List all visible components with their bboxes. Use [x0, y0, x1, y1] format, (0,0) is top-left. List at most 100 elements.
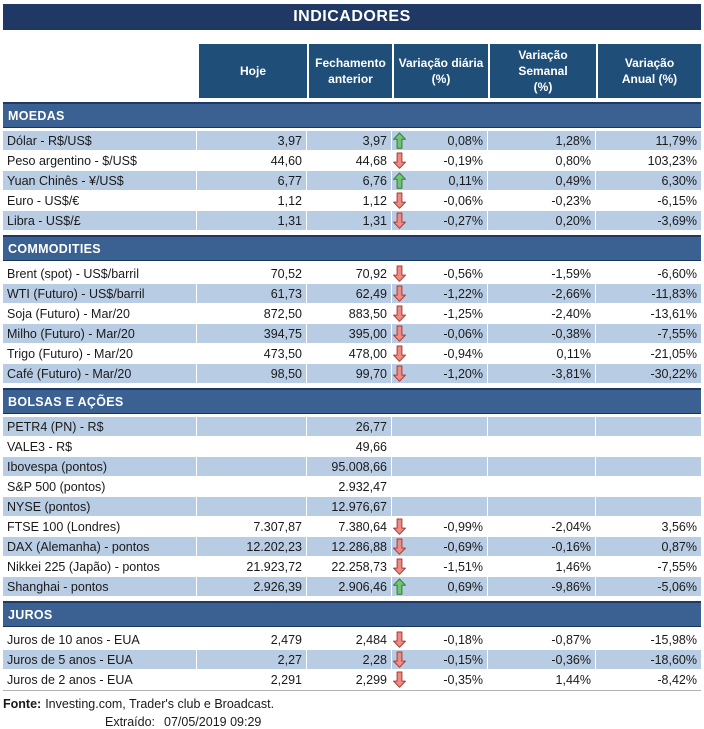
row-label: DAX (Alemanha) - pontos	[3, 537, 197, 556]
row-label-text: NYSE (pontos)	[7, 499, 91, 514]
column-header-row: Hoje Fechamento anterior Variação diária…	[3, 44, 701, 98]
hoje-cell-text: 872,50	[263, 306, 302, 321]
variacao-diaria-value: 0,11%	[448, 173, 483, 188]
variacao-anual-cell-text: -13,61%	[650, 306, 697, 321]
fechamento-cell: 26,77	[307, 417, 392, 436]
fechamento-cell-text: 2.906,46	[338, 579, 387, 594]
variacao-semanal-cell: -0,87%	[488, 630, 596, 649]
source-label: Fonte:	[3, 697, 42, 711]
hoje-cell-text: 98,50	[270, 366, 302, 381]
down-arrow-icon	[393, 325, 406, 342]
row-label: WTI (Futuro) - US$/barril	[3, 284, 197, 303]
down-arrow-icon	[393, 192, 406, 209]
variacao-diaria-value: -0,06%	[443, 326, 483, 341]
column-header-variacao-semanal: Variação Semanal (%)	[488, 44, 596, 98]
fechamento-cell: 22.258,73	[307, 557, 392, 576]
variacao-diaria-cell: -0,06%	[392, 191, 488, 210]
hoje-cell: 473,50	[197, 344, 307, 363]
variacao-anual-cell-text: -6,60%	[657, 266, 697, 281]
variacao-semanal-cell-text: -0,87%	[551, 632, 591, 647]
table-row: Milho (Futuro) - Mar/20 394,75 395,00 -0,06…	[3, 324, 701, 344]
variacao-semanal-cell: -2,40%	[488, 304, 596, 323]
table-row: NYSE (pontos) 12.976,67	[3, 497, 701, 517]
fechamento-cell: 95.008,66	[307, 457, 392, 476]
variacao-anual-cell	[596, 497, 701, 516]
table-row: Yuan Chinês - ¥/US$ 6,77 6,76 0,11% 0,49% 6,3…	[3, 171, 701, 191]
hoje-cell	[197, 477, 307, 496]
row-label: Euro - US$/€	[3, 191, 197, 210]
variacao-anual-cell: -6,60%	[596, 264, 701, 283]
variacao-anual-cell-text: -18,60%	[650, 652, 697, 667]
variacao-anual-cell-text: -30,22%	[650, 366, 697, 381]
variacao-diaria-cell: -0,94%	[392, 344, 488, 363]
hoje-cell: 394,75	[197, 324, 307, 343]
variacao-diaria-cell: 0,11%	[392, 171, 488, 190]
down-arrow-icon	[393, 212, 406, 229]
hoje-cell-text: 6,77	[277, 173, 302, 188]
fechamento-cell: 1,31	[307, 211, 392, 230]
variacao-diaria-cell	[392, 477, 488, 496]
table-row: Juros de 5 anos - EUA 2,27 2,28 -0,15% -0,36…	[3, 650, 701, 670]
variacao-diaria-cell	[392, 437, 488, 456]
fechamento-cell: 99,70	[307, 364, 392, 383]
fechamento-cell: 2,484	[307, 630, 392, 649]
variacao-anual-cell: -11,83%	[596, 284, 701, 303]
row-label: Café (Futuro) - Mar/20	[3, 364, 197, 383]
variacao-anual-cell: 11,79%	[596, 131, 701, 150]
fechamento-cell-text: 395,00	[348, 326, 387, 341]
variacao-anual-cell: -18,60%	[596, 650, 701, 669]
variacao-semanal-cell: -2,66%	[488, 284, 596, 303]
extracted-line: Extraído: 07/05/2019 09:29	[3, 713, 701, 729]
fechamento-cell: 3,97	[307, 131, 392, 150]
row-label: Juros de 10 anos - EUA	[3, 630, 197, 649]
hoje-cell-text: 70,52	[270, 266, 302, 281]
hoje-cell: 872,50	[197, 304, 307, 323]
hoje-cell-text: 1,31	[277, 213, 302, 228]
row-label: Libra - US$/£	[3, 211, 197, 230]
variacao-semanal-cell-text: 1,44%	[555, 672, 591, 687]
extracted-label: Extraído:	[105, 715, 156, 729]
fechamento-cell: 395,00	[307, 324, 392, 343]
fechamento-cell-text: 2,299	[355, 672, 387, 687]
hoje-cell: 1,31	[197, 211, 307, 230]
fechamento-cell: 70,92	[307, 264, 392, 283]
fechamento-cell-text: 478,00	[348, 346, 387, 361]
down-arrow-icon	[393, 265, 406, 282]
footer: Fonte: Investing.com, Trader's club e Bro…	[3, 695, 701, 729]
row-label-text: VALE3 - R$	[7, 439, 73, 454]
variacao-anual-cell: 3,56%	[596, 517, 701, 536]
variacao-semanal-cell-text: -0,36%	[551, 652, 591, 667]
fechamento-cell: 49,66	[307, 437, 392, 456]
down-arrow-icon	[393, 558, 406, 575]
hoje-cell-text: 473,50	[263, 346, 302, 361]
variacao-diaria-value: -0,35%	[443, 672, 483, 687]
fechamento-cell-text: 2,484	[355, 632, 387, 647]
variacao-diaria-value: -0,19%	[443, 153, 483, 168]
variacao-diaria-value: -1,22%	[443, 286, 483, 301]
down-arrow-icon	[393, 671, 406, 688]
hoje-cell-text: 7.307,87	[253, 519, 302, 534]
hoje-cell-text: 12.202,23	[246, 539, 302, 554]
variacao-semanal-cell-text: -0,23%	[551, 193, 591, 208]
section-header-bolsas-e-acoes: BOLSAS E AÇÕES	[3, 388, 701, 414]
table-row: Trigo (Futuro) - Mar/20 473,50 478,00 -0,94…	[3, 344, 701, 364]
row-label-text: Dólar - R$/US$	[7, 133, 92, 148]
variacao-semanal-cell-text: 0,80%	[555, 153, 591, 168]
variacao-anual-cell-text: 3,56%	[661, 519, 697, 534]
hoje-cell: 2.926,39	[197, 577, 307, 596]
table-row: Nikkei 225 (Japão) - pontos 21.923,72 22.2…	[3, 557, 701, 577]
variacao-semanal-cell-text: 0,49%	[555, 173, 591, 188]
variacao-semanal-cell-text: 1,46%	[555, 559, 591, 574]
table-row: Shanghai - pontos 2.926,39 2.906,46 0,69% -9…	[3, 577, 701, 597]
variacao-anual-cell-text: -6,15%	[657, 193, 697, 208]
hoje-cell: 12.202,23	[197, 537, 307, 556]
variacao-diaria-value: -0,18%	[443, 632, 483, 647]
up-arrow-icon	[393, 172, 406, 189]
variacao-diaria-value: -0,27%	[443, 213, 483, 228]
variacao-semanal-cell-text: -0,38%	[551, 326, 591, 341]
hoje-cell-text: 2,27	[277, 652, 302, 667]
variacao-diaria-cell: -0,56%	[392, 264, 488, 283]
variacao-diaria-cell: -1,20%	[392, 364, 488, 383]
variacao-diaria-cell: -1,22%	[392, 284, 488, 303]
up-arrow-icon	[393, 132, 406, 149]
